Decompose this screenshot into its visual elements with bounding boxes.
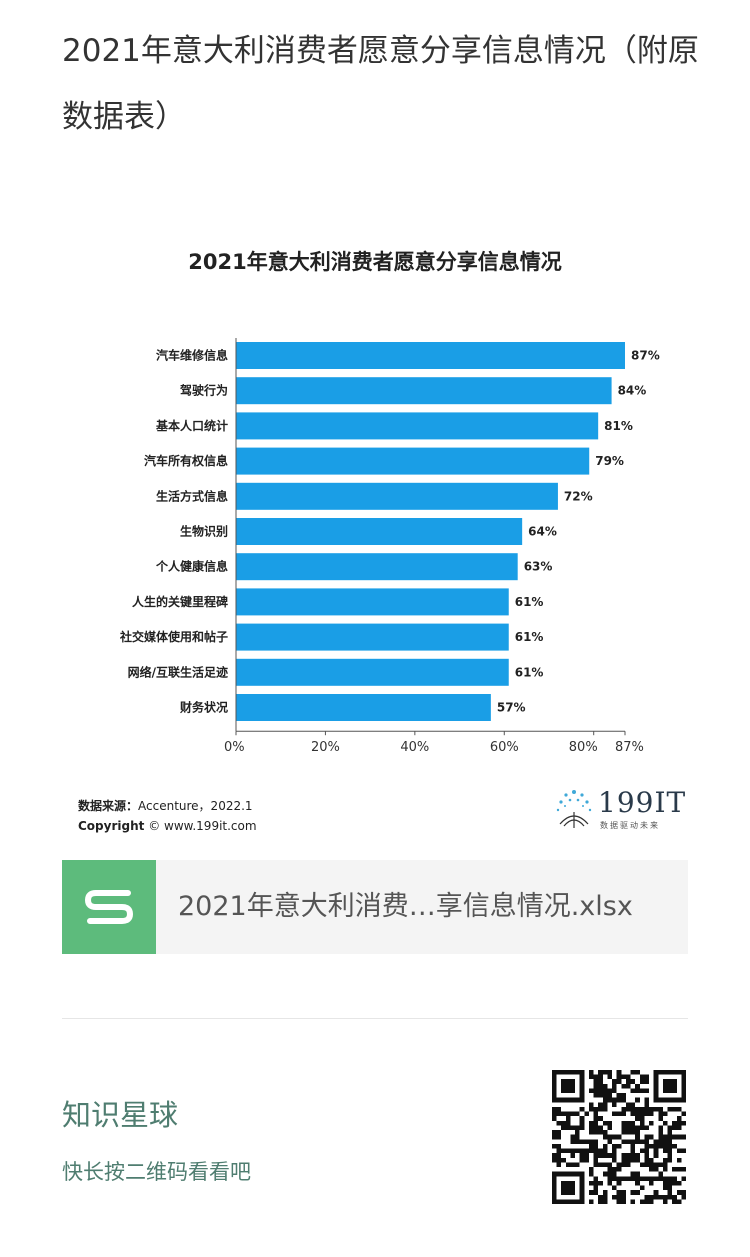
value-label: 81% xyxy=(604,419,633,433)
bar xyxy=(236,342,625,369)
x-tick-label: 20% xyxy=(311,740,340,755)
value-label: 63% xyxy=(524,560,553,574)
category-label: 个人健康信息 xyxy=(155,559,228,574)
value-label: 61% xyxy=(515,595,544,609)
bar xyxy=(236,377,612,405)
bar xyxy=(236,553,518,581)
value-label: 64% xyxy=(528,525,557,539)
qr-code[interactable] xyxy=(552,1070,686,1204)
bar xyxy=(236,412,599,440)
bar xyxy=(236,447,590,475)
divider xyxy=(62,1018,688,1019)
x-tick-label: 60% xyxy=(490,740,519,755)
value-label: 72% xyxy=(564,489,593,503)
attachment-card[interactable]: 2021年意大利消费…享信息情况.xlsx xyxy=(62,860,688,954)
category-label: 生物识别 xyxy=(180,524,228,539)
x-tick-label: 0% xyxy=(224,740,245,755)
chart-image[interactable]: 2021年意大利消费者愿意分享信息情况 汽车维修信息 87% 驾驶行为 84% 基本人口… xyxy=(62,210,688,850)
bar xyxy=(236,482,558,510)
attachment-filename: 2021年意大利消费…享信息情况.xlsx xyxy=(178,891,633,922)
source-value: Accenture，2022.1 xyxy=(138,799,253,813)
copyright-label: Copyright xyxy=(78,819,145,833)
logo-text: 199IT xyxy=(598,786,687,819)
category-label: 驾驶行为 xyxy=(179,383,228,398)
category-label: 汽车维修信息 xyxy=(156,348,228,363)
dandelion-icon xyxy=(556,790,592,828)
bar xyxy=(236,658,509,686)
x-tick-label: 80% xyxy=(569,740,598,755)
category-label: 财务状况 xyxy=(179,700,228,715)
value-label: 61% xyxy=(515,630,544,644)
value-label: 61% xyxy=(515,665,544,679)
value-label: 79% xyxy=(595,454,624,468)
199it-logo: 199IT 数据驱动未来 xyxy=(552,786,685,834)
planet-title: 知识星球 xyxy=(62,1098,179,1132)
category-label: 基本人口统计 xyxy=(155,418,228,433)
category-label: 生活方式信息 xyxy=(156,488,228,503)
bar xyxy=(236,588,509,616)
value-label: 84% xyxy=(618,384,647,398)
category-label: 人生的关键里程碑 xyxy=(132,594,228,609)
category-label: 汽车所有权信息 xyxy=(144,453,228,468)
source-block: 数据来源：Accenture，2022.1 Copyright © www.19… xyxy=(78,796,257,836)
x-tick-label: 40% xyxy=(400,740,429,755)
logo-subtitle: 数据驱动未来 xyxy=(600,821,660,830)
bar xyxy=(236,518,523,545)
bar xyxy=(236,623,509,651)
x-tick-label: 87% xyxy=(615,740,644,755)
planet-subtitle: 快长按二维码看看吧 xyxy=(62,1160,251,1184)
value-label: 87% xyxy=(631,349,660,363)
category-label: 社交媒体使用和帖子 xyxy=(119,629,228,644)
page-title: 2021年意大利消费者愿意分享信息情况（附原数据表） xyxy=(62,33,699,135)
bar-chart: 汽车维修信息 87% 驾驶行为 84% 基本人口统计 81% 汽车所有权信息 79% 生活方式信… xyxy=(119,338,660,755)
spreadsheet-s-icon xyxy=(62,860,156,954)
copyright-value: © www.199it.com xyxy=(148,819,257,833)
bar xyxy=(236,694,491,721)
source-label: 数据来源： xyxy=(78,799,139,813)
chart-title: 2021年意大利消费者愿意分享信息情况 xyxy=(188,250,562,274)
category-label: 网络/互联生活足迹 xyxy=(128,664,228,679)
value-label: 57% xyxy=(497,701,526,715)
